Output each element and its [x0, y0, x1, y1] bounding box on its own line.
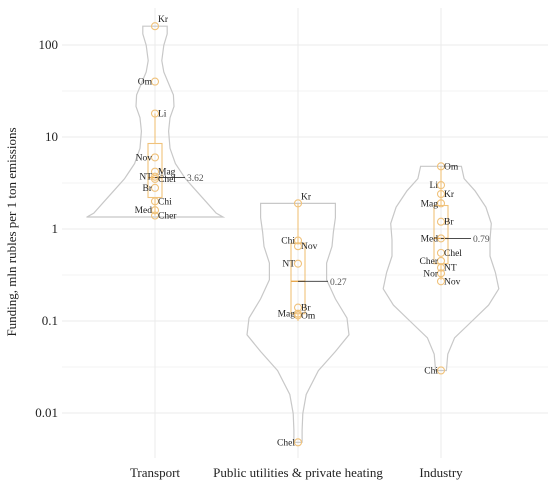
point-label: Cher	[158, 212, 177, 222]
data-point	[150, 153, 160, 162]
axes: 0.01 0.1 1 10 100 Transport Public utilities &…	[35, 37, 463, 480]
data-point	[293, 236, 303, 245]
point-label: Chi	[158, 197, 172, 207]
data-point	[293, 199, 303, 208]
point-label: Om	[138, 78, 153, 88]
point-label: Cher	[420, 257, 439, 267]
point-label: Chel	[277, 438, 295, 448]
data-point	[436, 263, 446, 272]
x-tick-label: Industry	[419, 465, 463, 480]
data-point	[150, 172, 160, 181]
point-label: Om	[444, 162, 459, 172]
x-tick-label: Public utilities & private heating	[213, 465, 383, 480]
data-point	[293, 438, 303, 447]
violin-1	[86, 25, 226, 218]
point-label: Chel	[158, 175, 176, 185]
point-label: Kr	[444, 190, 455, 200]
data-point	[436, 162, 446, 171]
point-label: NT	[282, 260, 295, 270]
point-label: Chi	[281, 236, 295, 246]
point-label: Br	[444, 218, 454, 228]
data-point	[150, 174, 160, 183]
point-label: Mag	[278, 310, 296, 320]
point-label: Chi	[424, 366, 438, 376]
data-point	[150, 77, 160, 86]
point-label: Nov	[301, 242, 318, 252]
data-point	[436, 189, 446, 199]
point-label: Nov	[444, 277, 461, 287]
point-label: Br	[143, 184, 153, 194]
point-label: Mag	[158, 168, 176, 178]
point-label: Br	[301, 304, 311, 314]
data-point	[436, 248, 446, 257]
y-tick-label: 100	[39, 37, 59, 52]
point-label: Kr	[158, 15, 169, 25]
point-label: Chel	[444, 249, 462, 259]
data-point	[293, 311, 303, 320]
point-label: Nor	[423, 269, 439, 279]
y-tick-label: 10	[45, 129, 58, 144]
y-tick-label: 0.01	[35, 405, 58, 420]
point-label: Med	[421, 234, 439, 244]
point-label: NT	[139, 173, 152, 183]
data-point	[436, 181, 446, 190]
point-label: Nov	[136, 153, 153, 163]
data-point	[150, 22, 160, 31]
data-point	[150, 206, 160, 215]
point-label: Mag	[421, 199, 439, 209]
median-value-label: 3.62	[187, 174, 204, 184]
data-point	[150, 183, 160, 192]
data-point	[436, 234, 446, 243]
data-point	[436, 366, 446, 375]
data-point	[150, 109, 160, 118]
data-points: Kr Om Li Nov Mag NT Chel Br Chi Med Cher Kr Chi Nov NT…	[135, 15, 463, 448]
data-point	[436, 269, 446, 278]
point-label: Li	[430, 181, 439, 191]
median-value-label: 0.27	[330, 278, 347, 288]
y-tick-label: 0.1	[42, 313, 58, 328]
x-tick-label: Transport	[130, 465, 180, 480]
grid	[62, 8, 548, 458]
y-axis-title: Funding, mln rubles per 1 ton emissions	[4, 127, 19, 336]
y-tick-label: 1	[52, 221, 59, 236]
data-point	[436, 277, 446, 286]
point-label: Med	[135, 206, 153, 216]
median-value-label: 0.79	[473, 235, 490, 245]
point-label: Li	[158, 110, 167, 120]
data-point	[293, 259, 303, 268]
data-point	[150, 211, 160, 220]
data-point	[436, 199, 446, 208]
data-point	[436, 217, 446, 226]
data-point	[150, 197, 160, 206]
data-point	[293, 242, 303, 251]
data-point	[293, 303, 303, 312]
point-label: NT	[444, 264, 457, 274]
point-label: Om	[301, 311, 316, 321]
violin-3	[382, 165, 500, 373]
point-label: Kr	[301, 192, 312, 202]
